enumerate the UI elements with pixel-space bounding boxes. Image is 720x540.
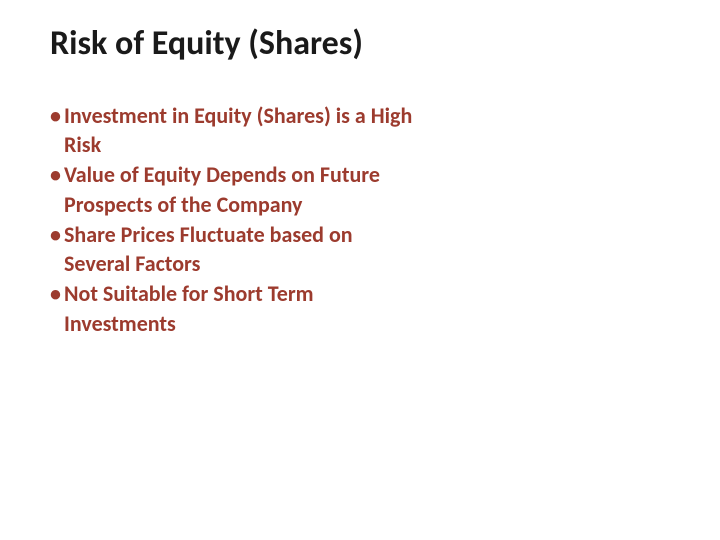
- bullet-item: Investment in Equity (Shares) is a High …: [50, 101, 420, 160]
- bullet-item: Not Suitable for Short Term Investments: [50, 279, 420, 338]
- slide-title: Risk of Equity (Shares): [50, 24, 670, 65]
- bullet-item: Value of Equity Depends on Future Prospe…: [50, 160, 420, 219]
- bullet-list: Investment in Equity (Shares) is a High …: [50, 101, 420, 339]
- bullet-item: Share Prices Fluctuate based on Several …: [50, 220, 420, 279]
